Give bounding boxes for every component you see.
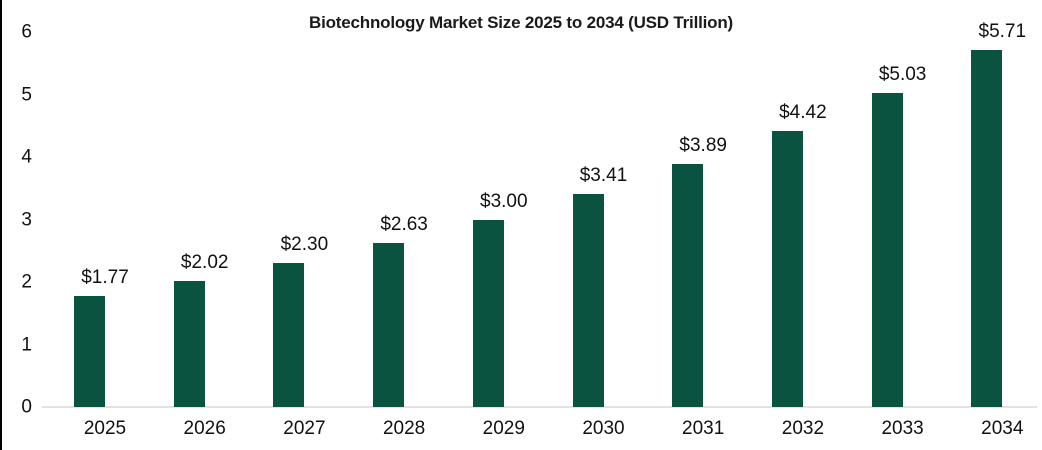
y-axis: 0 1 2 3 4 5 6 xyxy=(0,0,42,450)
x-tick-label: 2034 xyxy=(981,418,1024,439)
bar[interactable] xyxy=(472,219,504,407)
x-tick-label: 2033 xyxy=(881,418,924,439)
bar[interactable] xyxy=(572,193,604,407)
bar-value-label: $5.71 xyxy=(978,21,1027,43)
bar-value-label: $2.63 xyxy=(380,213,428,235)
y-tick-label: 1 xyxy=(21,334,32,355)
bar[interactable] xyxy=(871,92,903,407)
bar-value-label: $3.89 xyxy=(679,134,727,156)
x-tick-label: 2025 xyxy=(83,418,127,439)
x-tick-label: 2030 xyxy=(582,418,625,439)
bar-value-label: $1.77 xyxy=(81,267,129,289)
bar-value-label: $5.03 xyxy=(878,63,927,85)
x-tick-label: 2031 xyxy=(682,418,725,439)
bar[interactable] xyxy=(672,163,704,407)
y-tick-label: 6 xyxy=(21,21,32,43)
y-tick-label: 3 xyxy=(21,209,32,230)
x-tick-label: 2028 xyxy=(382,418,426,439)
bar-value-label: $2.30 xyxy=(280,234,329,256)
figure-left-rule xyxy=(0,0,2,450)
x-tick-label: 2029 xyxy=(482,418,525,439)
bar[interactable] xyxy=(74,296,105,407)
x-tick-label: 2027 xyxy=(283,418,326,439)
y-tick-label: 4 xyxy=(21,146,32,168)
bar-value-label: $2.02 xyxy=(180,251,229,273)
bar[interactable] xyxy=(273,263,305,407)
bar[interactable] xyxy=(971,50,1003,407)
bar[interactable] xyxy=(373,242,405,407)
bar-value-label: $3.41 xyxy=(579,164,628,186)
bar[interactable] xyxy=(173,280,205,407)
y-tick-label: 5 xyxy=(21,84,32,105)
y-tick-label: 0 xyxy=(21,396,32,418)
chart-title: Biotechnology Market Size 2025 to 2034 (… xyxy=(309,13,733,32)
x-tick-label: 2026 xyxy=(183,418,226,439)
x-tick-label: 2032 xyxy=(781,418,825,439)
bar[interactable] xyxy=(771,130,803,407)
y-tick-label: 2 xyxy=(21,271,32,293)
bar-value-label: $4.42 xyxy=(779,101,827,123)
x-axis-line xyxy=(42,406,1037,408)
bar-value-label: $3.00 xyxy=(480,190,528,212)
